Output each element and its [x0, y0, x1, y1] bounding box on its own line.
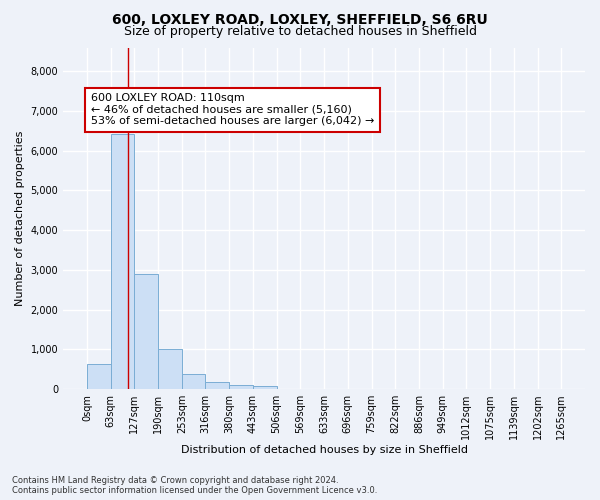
Bar	[87, 364, 110, 389]
Bar	[134, 274, 158, 389]
Bar	[253, 386, 277, 389]
Bar	[205, 382, 229, 389]
Text: 600, LOXLEY ROAD, LOXLEY, SHEFFIELD, S6 6RU: 600, LOXLEY ROAD, LOXLEY, SHEFFIELD, S6 …	[112, 12, 488, 26]
Text: Size of property relative to detached houses in Sheffield: Size of property relative to detached ho…	[124, 25, 476, 38]
X-axis label: Distribution of detached houses by size in Sheffield: Distribution of detached houses by size …	[181, 445, 467, 455]
Bar	[182, 374, 205, 389]
Bar	[158, 349, 182, 389]
Y-axis label: Number of detached properties: Number of detached properties	[15, 130, 25, 306]
Text: Contains HM Land Registry data © Crown copyright and database right 2024.
Contai: Contains HM Land Registry data © Crown c…	[12, 476, 377, 495]
Text: 600 LOXLEY ROAD: 110sqm
← 46% of detached houses are smaller (5,160)
53% of semi: 600 LOXLEY ROAD: 110sqm ← 46% of detache…	[91, 93, 374, 126]
Bar	[229, 385, 253, 389]
Bar	[110, 134, 134, 389]
